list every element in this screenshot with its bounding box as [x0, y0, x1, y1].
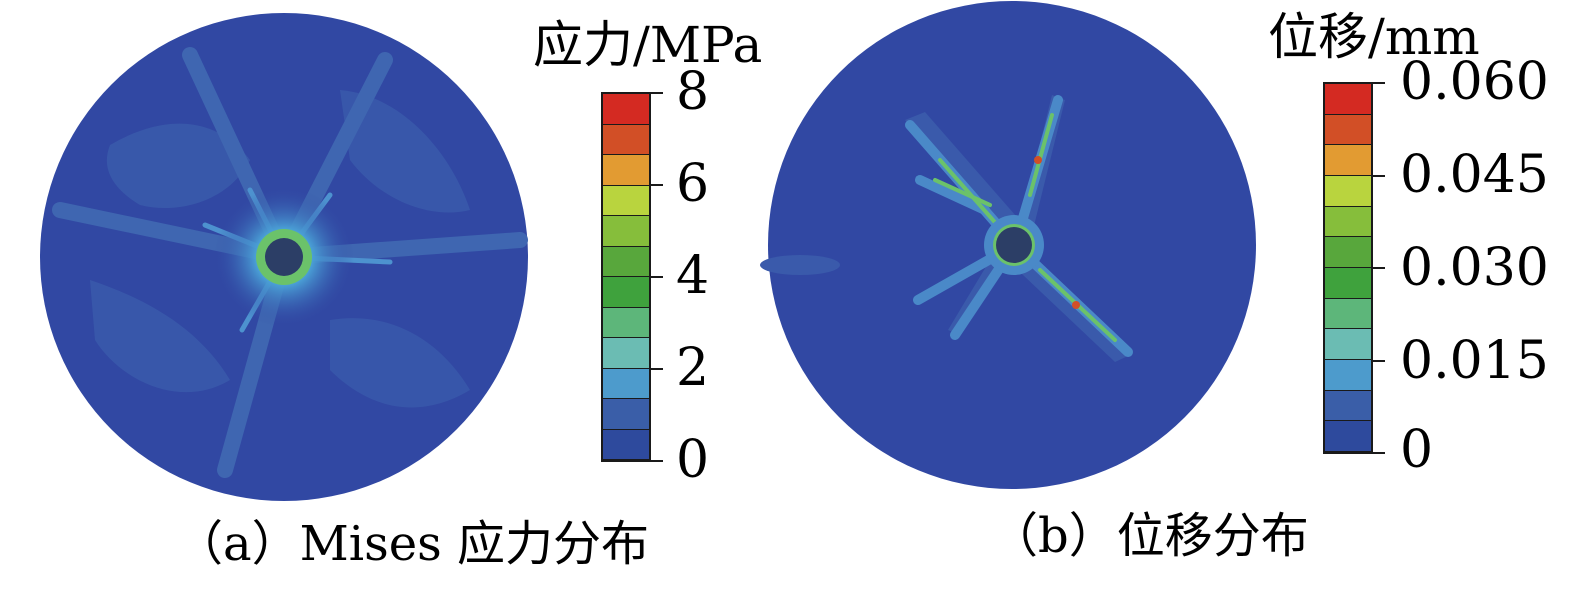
- colorbar-tick-mark: [1373, 359, 1385, 362]
- stress-contour-plot: [40, 13, 528, 501]
- edge-patch: [760, 255, 840, 275]
- colorbar-tick-mark: [1373, 452, 1385, 454]
- unit-label-stress: 应力/MPa: [533, 16, 763, 74]
- colorbar-tick-mark: [651, 368, 663, 370]
- colorbar-swatch: [1325, 114, 1371, 146]
- colorbar-tick-label: 0.030: [1400, 238, 1549, 298]
- colorbar-swatch: [1325, 84, 1371, 115]
- colorbar-displacement: [1323, 82, 1373, 454]
- colorbar-swatch: [603, 94, 649, 125]
- colorbar-tick-mark: [651, 92, 663, 94]
- colorbar-tick-mark: [1373, 267, 1385, 269]
- colorbar-swatch: [1325, 298, 1371, 330]
- colorbar-swatch: [603, 277, 649, 308]
- colorbar-tick-label: 6: [676, 154, 710, 214]
- colorbar-tick-label: 2: [676, 338, 710, 398]
- peak-displacement-spot: [1072, 301, 1080, 309]
- colorbar-swatch: [1325, 145, 1371, 176]
- caption-a: （a）Mises 应力分布: [175, 516, 650, 572]
- colorbar-swatch: [603, 155, 649, 186]
- colorbar-tick-mark: [1373, 82, 1385, 84]
- stress-patch: [330, 318, 470, 408]
- colorbar-tick-label: 8: [676, 62, 710, 122]
- colorbar-tick-label: 0.015: [1400, 331, 1549, 391]
- colorbar-swatch: [603, 246, 649, 277]
- colorbar-swatch: [1325, 237, 1371, 268]
- stress-patch: [90, 280, 230, 393]
- colorbar-tick-label: 0: [1400, 420, 1434, 480]
- stress-patch: [340, 90, 470, 213]
- colorbar-tick-mark: [651, 184, 663, 186]
- colorbar-swatch: [603, 185, 649, 216]
- colorbar-swatch: [1325, 176, 1371, 207]
- panel-mises-stress: 应力/MPa 8 6 4 2 0 （a）Mises 应力分布: [40, 13, 763, 572]
- caption-b: （b）位移分布: [990, 508, 1309, 564]
- colorbar-swatch: [1325, 421, 1371, 452]
- colorbar-swatch: [1325, 268, 1371, 299]
- borehole: [996, 227, 1032, 263]
- colorbar-tick-label: 0.045: [1400, 145, 1549, 205]
- colorbar-swatch: [603, 307, 649, 338]
- colorbar-swatch: [603, 338, 649, 369]
- colorbar-tick-label: 0: [676, 430, 710, 490]
- colorbar-stress: [601, 92, 651, 462]
- colorbar-swatch: [1325, 329, 1371, 360]
- colorbar-tick-label: 4: [676, 246, 710, 306]
- colorbar-swatch: [603, 429, 649, 460]
- colorbar-tick-mark: [651, 276, 663, 278]
- colorbar-swatch: [603, 399, 649, 430]
- colorbar-tick-label: 0.060: [1400, 52, 1549, 112]
- colorbar-swatch: [603, 124, 649, 155]
- colorbar-swatch: [1325, 206, 1371, 238]
- colorbar-swatch: [603, 216, 649, 247]
- colorbar-tick-mark: [651, 460, 663, 462]
- borehole: [265, 238, 303, 276]
- stress-patch: [106, 123, 250, 208]
- colorbar-swatch: [1325, 360, 1371, 391]
- peak-displacement-spot: [1034, 156, 1042, 164]
- colorbar-swatch: [1325, 390, 1371, 422]
- colorbar-tick-mark: [1373, 174, 1385, 177]
- colorbar-swatch: [603, 368, 649, 399]
- unit-label-displacement: 位移/mm: [1268, 8, 1480, 66]
- displacement-contour-plot: [760, 1, 1256, 489]
- panel-displacement: 位移/mm 0.060 0.045 0.030 0.015 0 （b）位移分布: [760, 0, 1575, 591]
